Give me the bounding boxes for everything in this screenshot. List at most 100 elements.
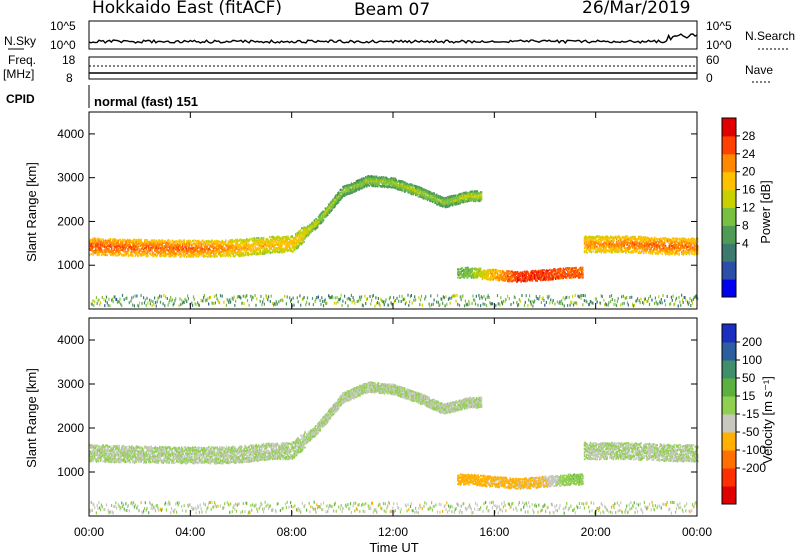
power-cell: [212, 244, 214, 247]
power-cell: [462, 269, 464, 272]
power-cell: [334, 296, 336, 300]
power-cell: [299, 237, 301, 240]
power-cell: [304, 227, 306, 230]
power-cell: [244, 253, 246, 256]
power-cell: [153, 303, 155, 307]
power-cell: [257, 252, 259, 254]
power-cell: [163, 249, 165, 252]
cpid-panel: CPID normal (fast) 151: [6, 85, 198, 109]
power-cell: [98, 244, 100, 247]
power-cell: [94, 244, 97, 247]
power-cell: [322, 215, 325, 218]
power-cell: [350, 190, 353, 193]
power-cell: [237, 244, 239, 247]
power-cell: [166, 297, 168, 300]
power-cell: [429, 191, 431, 193]
power-cell: [449, 196, 451, 199]
power-cell: [315, 223, 317, 226]
power-cell: [380, 181, 382, 184]
power-cell: [263, 240, 266, 243]
power-cell: [401, 186, 403, 189]
power-cell: [468, 199, 470, 202]
power-cell: [236, 243, 239, 246]
power-cell: [143, 244, 146, 247]
power-cell: [373, 177, 375, 180]
power-cell: [454, 294, 456, 298]
power-cell: [192, 251, 195, 253]
power-cell: [359, 182, 361, 185]
power-cell: [428, 198, 430, 201]
power-cell: [137, 248, 139, 251]
power-cell: [261, 241, 263, 244]
power-cell: [183, 239, 185, 242]
power-cell: [142, 248, 144, 251]
power-cell: [446, 201, 448, 204]
power-cell: [249, 246, 251, 249]
power-cell: [334, 200, 337, 202]
power-cell: [401, 189, 403, 192]
power-cell: [352, 186, 354, 189]
power-cell: [339, 191, 342, 194]
power-cell: [192, 248, 195, 251]
power-cell: [139, 244, 142, 247]
power-cell: [297, 233, 299, 236]
power-cell: [147, 244, 149, 247]
power-cell: [341, 190, 343, 193]
power-cell: [142, 245, 144, 248]
power-cell: [446, 302, 448, 306]
power-cell: [338, 195, 340, 198]
power-cell: [417, 193, 419, 196]
power-cell: [180, 250, 182, 253]
power-cell: [186, 256, 188, 258]
power-cell: [461, 295, 463, 299]
power-cell: [165, 241, 168, 244]
power-cell: [94, 247, 97, 249]
power-cell: [93, 245, 95, 248]
power-cell: [398, 183, 401, 186]
power-cell: [165, 244, 167, 247]
power-cell: [127, 252, 129, 255]
power-cell: [266, 238, 268, 241]
power-cell: [281, 247, 283, 250]
power-cell: [296, 234, 299, 237]
power-cell: [138, 250, 141, 253]
power-cell: [253, 252, 256, 255]
power-cell: [231, 249, 234, 251]
power-cell: [445, 205, 447, 208]
power-cell: [97, 249, 99, 252]
power-cell: [206, 240, 208, 243]
power-cell: [338, 192, 340, 195]
power-cell: [450, 195, 452, 197]
power-cell: [126, 245, 128, 248]
power-cell: [411, 191, 413, 194]
power-cell: [275, 242, 277, 245]
power-cell: [170, 251, 173, 253]
power-cell: [287, 241, 289, 244]
power-cell: [410, 189, 413, 192]
power-cell: [322, 210, 325, 213]
power-cell: [445, 295, 447, 299]
power-cell: [148, 243, 150, 246]
power-cell: [263, 242, 266, 245]
power-cell: [92, 246, 94, 249]
power-cell: [415, 185, 417, 187]
power-cell: [436, 198, 439, 201]
power-cell: [195, 245, 197, 248]
power-cell: [147, 249, 149, 252]
power-cell: [214, 295, 216, 298]
power-cell: [364, 180, 366, 183]
power-cell: [389, 295, 391, 299]
power-cell: [201, 243, 203, 246]
power-cell: [274, 303, 276, 306]
power-cell: [299, 242, 301, 245]
power-cell: [459, 202, 462, 205]
power-cell: [320, 216, 322, 219]
power-cell: [227, 252, 229, 254]
power-cell: [347, 304, 349, 308]
power-cell: [270, 246, 272, 249]
power-cell: [273, 240, 276, 243]
power-cell: [382, 185, 385, 187]
power-cell: [140, 248, 142, 251]
power-cell: [404, 187, 407, 190]
power-cell: [447, 200, 449, 203]
